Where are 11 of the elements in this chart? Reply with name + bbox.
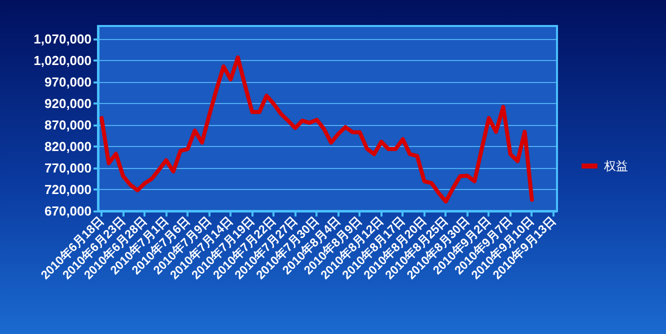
- y-tick-label: 1,070,000: [34, 31, 92, 46]
- legend-label: 权益: [603, 159, 628, 173]
- y-tick-label: 820,000: [44, 138, 92, 154]
- y-tick-label: 720,000: [44, 182, 92, 197]
- y-tick-label: 770,000: [44, 160, 92, 176]
- y-tick-label: 870,000: [44, 117, 92, 132]
- line-series: [100, 55, 534, 204]
- y-tick-label: 1,020,000: [34, 52, 92, 68]
- y-tick-label: 920,000: [44, 96, 92, 111]
- y-tick-label: 670,000: [44, 204, 92, 218]
- y-tick-label: 970,000: [44, 74, 92, 90]
